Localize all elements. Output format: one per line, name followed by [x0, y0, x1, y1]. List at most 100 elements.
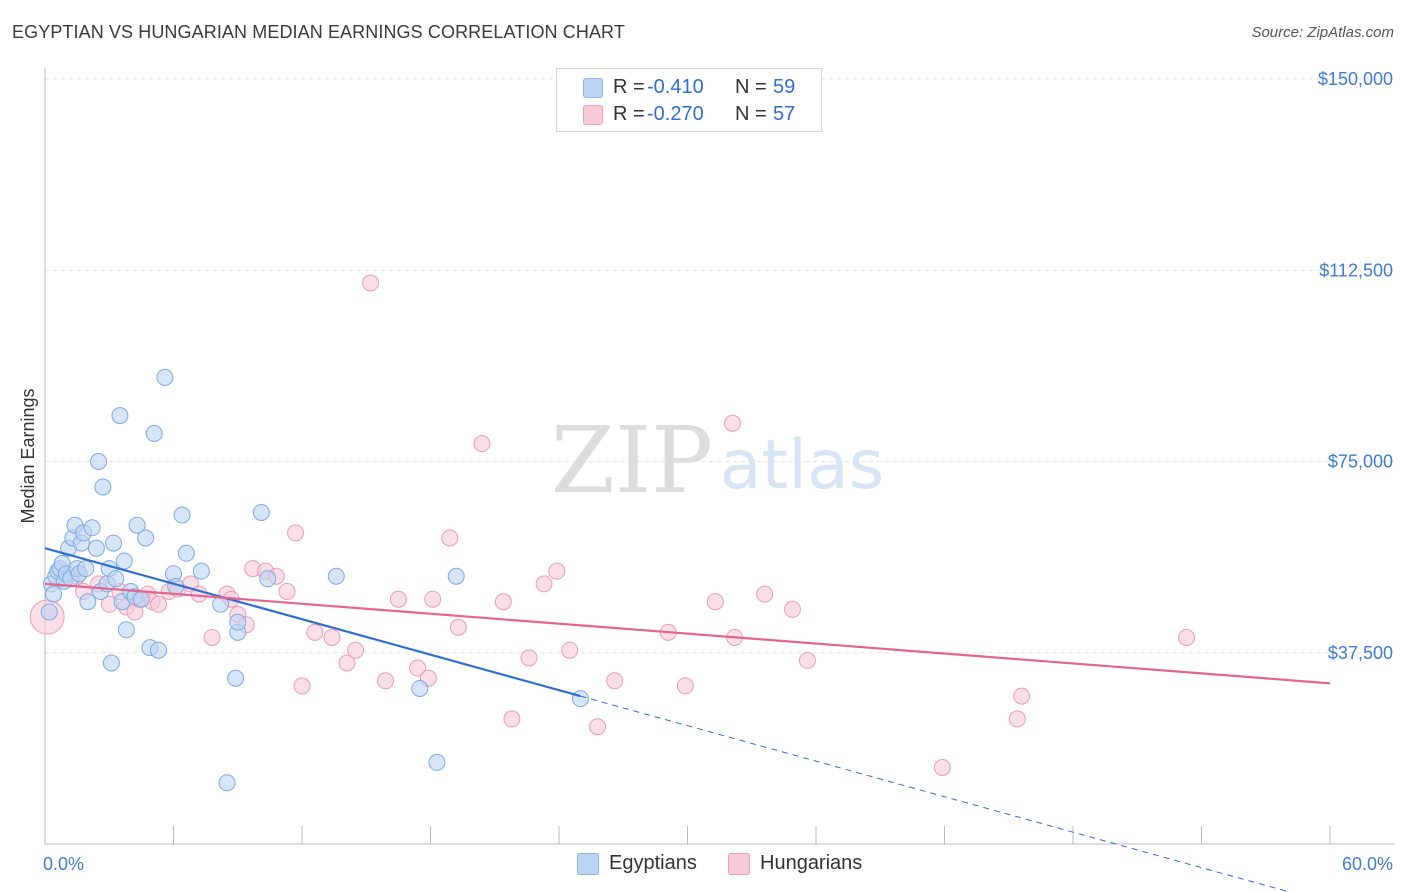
egyptians-point [105, 534, 123, 552]
n-label: N = [735, 103, 767, 125]
egyptians-point [117, 621, 135, 639]
hungarians-point [1178, 628, 1196, 646]
egyptians-point [83, 519, 101, 537]
egyptians-point [252, 504, 270, 521]
egyptians-point [87, 539, 105, 557]
hungarians-point [338, 654, 356, 672]
hungarians-legend-swatch [728, 853, 750, 875]
egyptians-point [218, 774, 236, 792]
hungarians-point [203, 628, 221, 646]
hungarians-legend-label: Hungarians [760, 852, 863, 874]
egyptians-point [90, 453, 108, 470]
egyptians-point [145, 424, 163, 442]
egyptians-points [40, 368, 589, 792]
egyptians-trend-line-extension [580, 695, 1292, 892]
y-tick-label: $37,500 [1328, 643, 1393, 663]
hungarians-point [424, 590, 442, 608]
hungarians-point [449, 618, 467, 636]
hungarians-point [278, 583, 296, 601]
hungarians-point [409, 659, 427, 677]
egyptians-point [156, 368, 174, 386]
egyptians-point [79, 593, 97, 611]
hungarians-point [561, 641, 579, 659]
egyptians-point [128, 516, 146, 534]
watermark-atlas: atlas [720, 426, 884, 505]
egyptians-n-value: 59 [773, 76, 796, 98]
egyptians-swatch [583, 78, 603, 98]
x-tick-label-max: 60.0% [1342, 854, 1393, 874]
hungarians-point [503, 710, 521, 728]
hungarians-point [933, 759, 951, 776]
egyptians-point [150, 641, 168, 659]
hungarians-point [150, 595, 168, 613]
hungarians-point [362, 274, 380, 292]
egyptians-point [447, 567, 465, 585]
egyptians-point [45, 585, 63, 603]
egyptians-point [40, 603, 58, 621]
egyptians-point [192, 562, 210, 580]
egyptians-trend-line [44, 547, 581, 698]
hungarians-point [441, 529, 459, 547]
egyptians-point [77, 560, 95, 578]
trend-lines [44, 547, 1331, 892]
n-label: N = [735, 76, 767, 98]
hungarians-point [1013, 687, 1031, 705]
egyptians-point [571, 690, 589, 708]
hungarians-point [535, 575, 553, 593]
hungarians-point [306, 623, 324, 641]
hungarians-points [29, 274, 1196, 776]
y-axis-title: Median Earnings [18, 388, 38, 523]
hungarians-point [756, 585, 774, 603]
hungarians-point [798, 651, 816, 669]
egyptians-point [115, 552, 133, 570]
egyptians-point [111, 407, 129, 425]
egyptians-point [177, 544, 195, 562]
hungarians-point [723, 414, 741, 432]
hungarians-point [589, 718, 607, 736]
hungarians-point [293, 677, 311, 695]
egyptians-point [137, 529, 155, 547]
axes [44, 68, 1395, 845]
hungarians-point [347, 641, 365, 659]
egyptians-point [327, 567, 345, 585]
y-tick-label: $75,000 [1328, 452, 1393, 472]
egyptians-legend-swatch [577, 853, 599, 875]
egyptians-point [173, 506, 191, 524]
watermark-zip: ZIP [551, 407, 713, 514]
egyptians-point [229, 613, 247, 631]
hungarians-point [520, 649, 538, 667]
r-label: R = [613, 103, 645, 125]
r-label: R = [613, 76, 645, 98]
hungarians-point [494, 593, 512, 611]
hungarians-point [706, 593, 724, 611]
egyptians-point [102, 654, 120, 672]
source-label: Source: ZipAtlas.com [1251, 24, 1394, 41]
egyptians-point [107, 570, 125, 588]
x-tick-label-min: 0.0% [43, 854, 84, 874]
egyptians-point [411, 679, 429, 697]
y-tick-label: $150,000 [1318, 69, 1393, 89]
hungarians-point [783, 600, 801, 618]
hungarians-swatch [583, 105, 603, 125]
egyptians-r-value: -0.410 [647, 76, 704, 98]
tick-labels: $37,500 $75,000 $112,500 $150,000 0.0% 60.0% [43, 69, 1393, 874]
hungarians-point [1008, 710, 1026, 728]
watermark: ZIP atlas [551, 407, 884, 514]
hungarians-trend-line [44, 582, 1331, 685]
egyptians-point [259, 570, 277, 588]
hungarians-n-value: 57 [773, 103, 796, 125]
egyptians-point [227, 669, 245, 687]
hungarians-point [377, 672, 395, 690]
chart-title: EGYPTIAN VS HUNGARIAN MEDIAN EARNINGS CO… [12, 22, 625, 42]
hungarians-point [606, 672, 624, 690]
hungarians-point [323, 628, 341, 646]
egyptians-point [94, 478, 112, 496]
hungarians-point [287, 524, 305, 542]
egyptians-point [132, 590, 150, 608]
egyptians-legend-label: Egyptians [609, 852, 697, 874]
egyptians-point [428, 753, 446, 771]
correlation-legend: R = -0.410 N = 59 R = -0.270 N = 57 [556, 68, 822, 132]
y-tick-label: $112,500 [1319, 260, 1393, 280]
hungarians-point [676, 677, 694, 695]
